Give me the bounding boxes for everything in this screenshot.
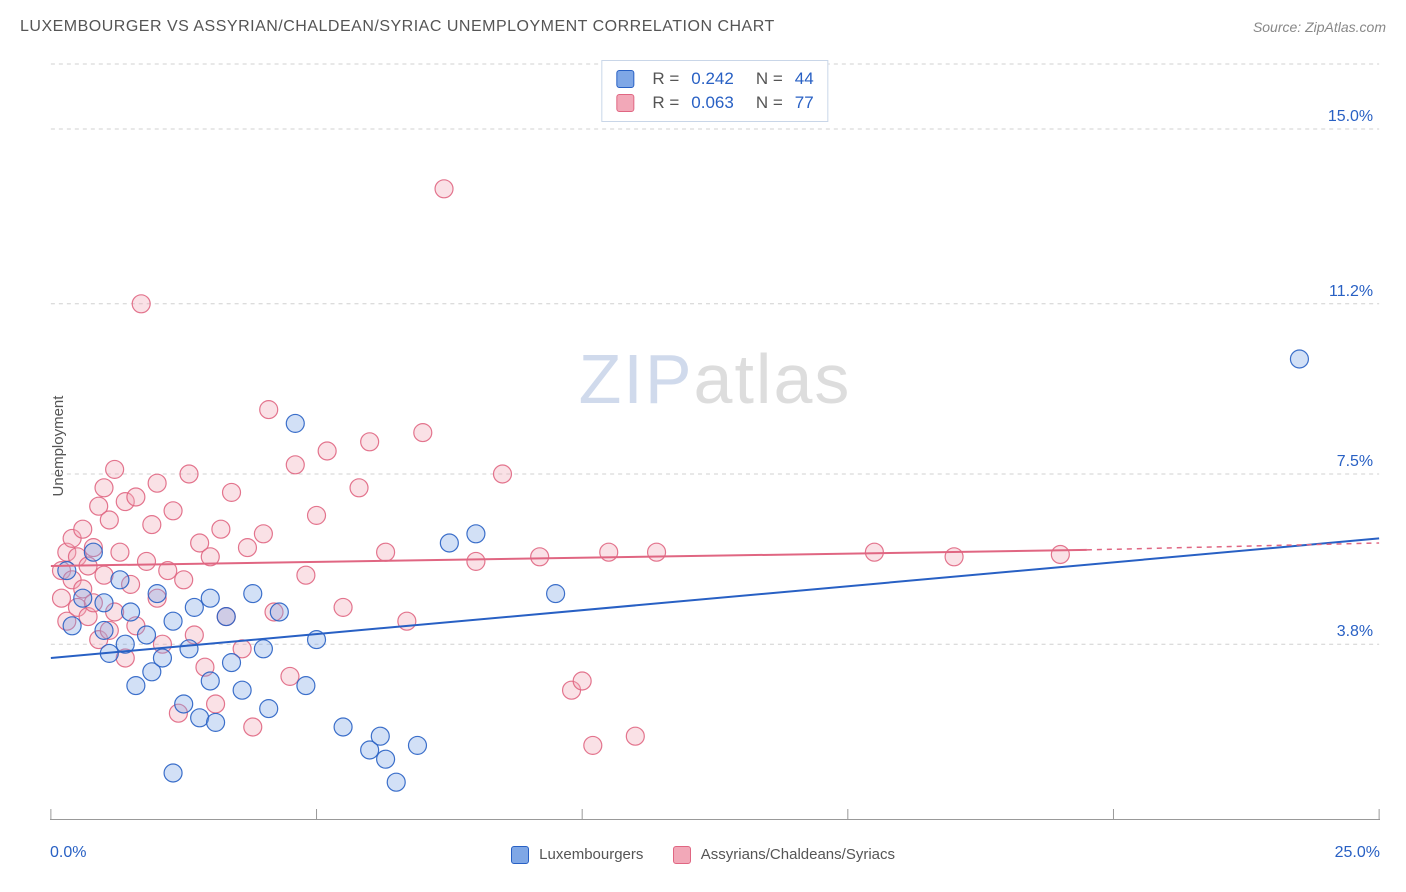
stats-swatch-1	[616, 94, 634, 112]
stats-n-label-0: N =	[756, 69, 783, 89]
stats-legend-box: R = 0.242 N = 44 R = 0.063 N = 77	[601, 60, 828, 122]
stats-n-label-1: N =	[756, 93, 783, 113]
stats-swatch-0	[616, 70, 634, 88]
scatter-plot-svg: 3.8% 7.5% 11.2% 15.0%	[50, 60, 1380, 819]
stats-r-label-1: R =	[652, 93, 679, 113]
x-max-label: 25.0%	[1335, 844, 1380, 862]
plot-area: 3.8%7.5%11.2%15.0% ZIPatlas R = 0.242 N …	[50, 60, 1380, 820]
x-range-labels: 0.0% 25.0%	[50, 844, 1380, 862]
stats-row-series-0: R = 0.242 N = 44	[616, 67, 813, 91]
stats-r-label-0: R =	[652, 69, 679, 89]
stats-n-value-0: 44	[795, 69, 814, 89]
svg-text:15.0%: 15.0%	[1328, 108, 1373, 125]
stats-r-value-0: 0.242	[691, 69, 734, 89]
stats-r-value-1: 0.063	[691, 93, 734, 113]
svg-text:7.5%: 7.5%	[1337, 453, 1373, 470]
x-min-label: 0.0%	[50, 844, 86, 862]
svg-text:3.8%: 3.8%	[1337, 623, 1373, 640]
source-label: Source: ZipAtlas.com	[1253, 19, 1386, 35]
chart-title: LUXEMBOURGER VS ASSYRIAN/CHALDEAN/SYRIAC…	[20, 18, 775, 36]
svg-text:11.2%: 11.2%	[1329, 283, 1373, 300]
stats-n-value-1: 77	[795, 93, 814, 113]
stats-row-series-1: R = 0.063 N = 77	[616, 91, 813, 115]
